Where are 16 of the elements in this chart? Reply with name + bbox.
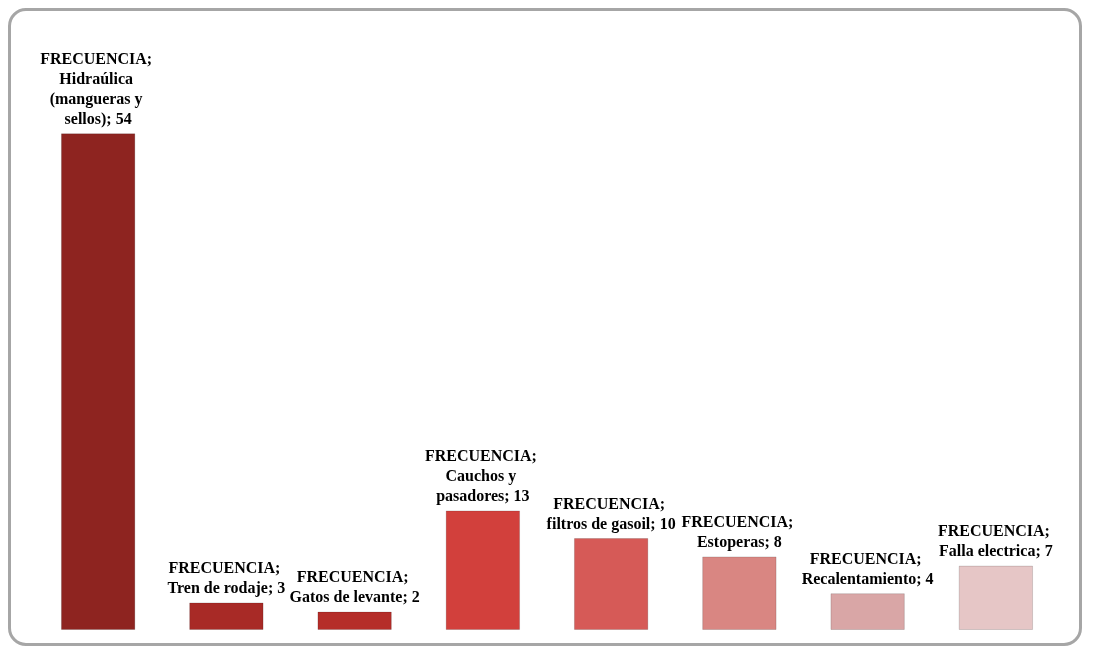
data-label: FRECUENCIA; Tren de rodaje; 3	[167, 558, 286, 597]
data-label: FRECUENCIA; Estoperas; 8	[681, 512, 798, 551]
bar	[60, 133, 136, 630]
data-label: FRECUENCIA; Cauchos y pasadores; 13	[424, 446, 541, 505]
data-label: FRECUENCIA; Falla electrica; 7	[937, 522, 1054, 560]
data-label: FRECUENCIA; Hidraúlica (mangueras y sellos); 54	[40, 49, 157, 128]
bar	[702, 556, 777, 630]
bar	[830, 593, 905, 630]
data-label: FRECUENCIA; Recalentamiento; 4	[801, 549, 934, 587]
bar	[958, 565, 1034, 630]
data-label: FRECUENCIA; Gatos de levante; 2	[289, 568, 420, 606]
bar	[573, 538, 649, 630]
data-label: FRECUENCIA; filtros de gasoil; 10	[546, 494, 676, 533]
bar	[445, 510, 521, 630]
bar	[189, 602, 264, 630]
bar	[317, 611, 392, 630]
